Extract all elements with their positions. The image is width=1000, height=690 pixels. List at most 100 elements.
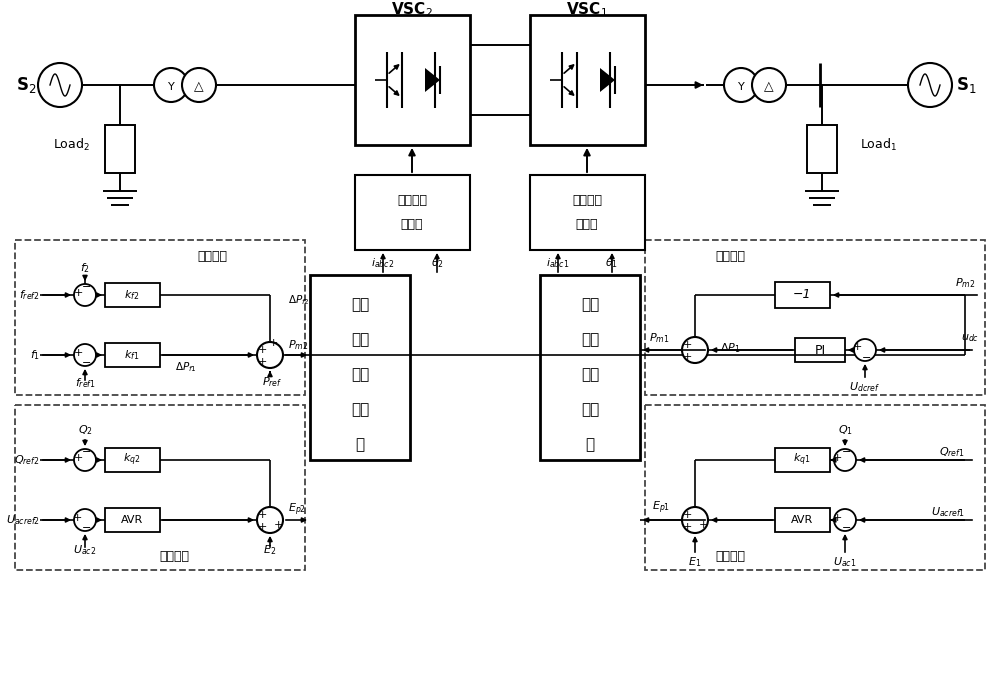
- Circle shape: [724, 68, 758, 102]
- Text: $u_{dc}$: $u_{dc}$: [961, 332, 979, 344]
- Text: +: +: [268, 338, 278, 348]
- Text: +: +: [257, 522, 267, 532]
- Circle shape: [834, 509, 856, 531]
- Text: −: −: [82, 358, 92, 368]
- Text: $Q_{ref2}$: $Q_{ref2}$: [14, 453, 40, 467]
- Text: $P_{m2}$: $P_{m2}$: [288, 338, 308, 352]
- Text: $\Delta P_1$: $\Delta P_1$: [720, 341, 741, 355]
- Bar: [310, 275, 410, 460]
- Text: $k_{q1}$: $k_{q1}$: [793, 452, 811, 469]
- Text: AVR: AVR: [121, 515, 143, 525]
- Text: −: −: [842, 447, 852, 457]
- Text: $P_{m2}$: $P_{m2}$: [955, 276, 975, 290]
- Text: $\theta_1$: $\theta_1$: [605, 256, 619, 270]
- Text: $\Delta P_{f2}$: $\Delta P_{f2}$: [288, 293, 310, 307]
- Text: $E_{p2}$: $E_{p2}$: [288, 502, 306, 518]
- Text: −1: −1: [793, 288, 811, 302]
- Text: 无功调节: 无功调节: [715, 549, 745, 562]
- Bar: [105, 283, 160, 307]
- Bar: [105, 125, 135, 173]
- Circle shape: [854, 339, 876, 361]
- Text: +: +: [832, 513, 842, 523]
- Text: Y: Y: [168, 82, 174, 92]
- Bar: [540, 275, 640, 460]
- Text: $k_{f1}$: $k_{f1}$: [124, 348, 140, 362]
- Text: +: +: [682, 522, 692, 532]
- Text: −: −: [862, 353, 872, 363]
- Circle shape: [257, 507, 283, 533]
- Text: $i_{abc2}$: $i_{abc2}$: [371, 256, 395, 270]
- Bar: [775, 448, 830, 472]
- Text: $U_{acref2}$: $U_{acref2}$: [6, 513, 40, 527]
- Bar: [530, 15, 645, 145]
- Text: 电流控制: 电流控制: [397, 193, 427, 206]
- Text: +: +: [682, 352, 692, 362]
- Text: $P_{ref}$: $P_{ref}$: [262, 375, 282, 389]
- Text: 同步: 同步: [581, 333, 599, 348]
- Bar: [15, 240, 305, 395]
- Text: $Q_2$: $Q_2$: [78, 423, 92, 437]
- Bar: [645, 240, 985, 395]
- Circle shape: [74, 509, 96, 531]
- Text: Load$_2$: Load$_2$: [53, 137, 90, 153]
- Text: $U_{dcref}$: $U_{dcref}$: [849, 380, 881, 394]
- Text: +: +: [73, 453, 83, 463]
- Text: +: +: [698, 520, 708, 530]
- Text: △: △: [194, 81, 204, 94]
- Text: 有功调节: 有功调节: [715, 250, 745, 262]
- Text: −: −: [842, 523, 852, 533]
- Text: 及调制: 及调制: [576, 219, 598, 232]
- Bar: [105, 343, 160, 367]
- Text: $E_{p1}$: $E_{p1}$: [652, 500, 670, 516]
- Text: Load$_1$: Load$_1$: [860, 137, 897, 153]
- Text: $k_{q2}$: $k_{q2}$: [123, 452, 141, 469]
- Text: 体算: 体算: [581, 402, 599, 417]
- Polygon shape: [600, 68, 615, 92]
- Text: 虚拟: 虚拟: [351, 297, 369, 313]
- Text: $E_1$: $E_1$: [688, 555, 702, 569]
- Bar: [355, 15, 470, 145]
- Text: $\theta_2$: $\theta_2$: [431, 256, 443, 270]
- Text: $Q_1$: $Q_1$: [838, 423, 852, 437]
- Text: 电流控制: 电流控制: [572, 193, 602, 206]
- Text: $U_{acref1}$: $U_{acref1}$: [931, 505, 965, 519]
- Text: 及调制: 及调制: [401, 219, 423, 232]
- Text: +: +: [73, 288, 83, 298]
- Bar: [105, 448, 160, 472]
- Text: S$_2$: S$_2$: [16, 75, 36, 95]
- Text: $P_{m1}$: $P_{m1}$: [649, 331, 670, 345]
- Text: 有功调节: 有功调节: [197, 250, 227, 262]
- Circle shape: [682, 507, 708, 533]
- Text: +: +: [682, 510, 692, 520]
- Circle shape: [38, 63, 82, 107]
- Text: 法: 法: [585, 437, 595, 453]
- Text: 无功调节: 无功调节: [160, 549, 190, 562]
- Text: 同步: 同步: [351, 333, 369, 348]
- Bar: [530, 175, 645, 250]
- Text: 虚拟: 虚拟: [581, 297, 599, 313]
- Text: +: +: [682, 340, 692, 350]
- Text: $f_{ref1}$: $f_{ref1}$: [75, 376, 95, 390]
- Text: +: +: [273, 520, 283, 530]
- Bar: [15, 405, 305, 570]
- Circle shape: [834, 449, 856, 471]
- Text: $Q_{ref1}$: $Q_{ref1}$: [939, 445, 965, 459]
- Text: +: +: [257, 357, 267, 367]
- Circle shape: [682, 337, 708, 363]
- Text: VSC$_1$: VSC$_1$: [566, 1, 608, 19]
- Text: −: −: [82, 447, 92, 457]
- Text: −: −: [82, 282, 92, 292]
- Text: S$_1$: S$_1$: [956, 75, 976, 95]
- Text: 体算: 体算: [351, 402, 369, 417]
- Text: △: △: [764, 81, 774, 94]
- Bar: [775, 282, 830, 308]
- Text: $\Delta P_{f1}$: $\Delta P_{f1}$: [175, 360, 197, 374]
- Circle shape: [257, 342, 283, 368]
- Text: PI: PI: [814, 344, 826, 357]
- Text: Y: Y: [738, 82, 744, 92]
- Text: $E_2$: $E_2$: [263, 543, 277, 557]
- Text: $U_{ac2}$: $U_{ac2}$: [73, 543, 97, 557]
- Text: 法: 法: [355, 437, 365, 453]
- Bar: [355, 175, 470, 250]
- Bar: [775, 508, 830, 532]
